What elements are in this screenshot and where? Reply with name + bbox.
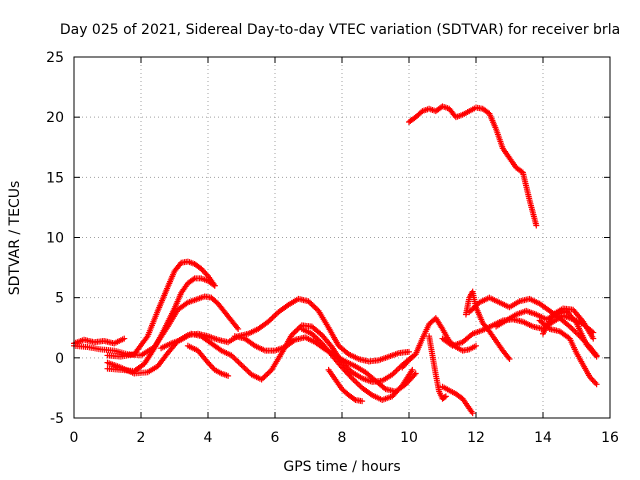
chart-title: Day 025 of 2021, Sidereal Day-to-day VTE… xyxy=(60,22,620,38)
data-point xyxy=(441,394,448,401)
data-point xyxy=(231,355,238,362)
data-point xyxy=(239,363,246,370)
data-point xyxy=(272,311,279,318)
grid-lines xyxy=(74,57,610,418)
y-axis-label: SDTVAR / TECUs xyxy=(7,181,23,296)
x-tick-label: 0 xyxy=(70,430,79,446)
data-point xyxy=(593,381,600,388)
series-arc-17 xyxy=(493,307,600,360)
data-point xyxy=(406,348,412,355)
data-point xyxy=(190,276,197,283)
data-point xyxy=(590,335,597,342)
data-point xyxy=(351,378,358,385)
series-arc-12 xyxy=(426,333,449,402)
series-arc-7 xyxy=(184,342,232,379)
y-tick-label: 25 xyxy=(46,50,64,66)
data-point xyxy=(311,333,318,340)
data-point xyxy=(211,282,218,289)
series-arc-14 xyxy=(462,288,513,363)
data-point xyxy=(347,373,354,380)
data-point xyxy=(569,326,576,333)
data-point xyxy=(235,359,242,366)
series-arc-20 xyxy=(406,103,540,229)
data-point xyxy=(265,369,272,376)
data-point xyxy=(238,362,245,369)
data-point xyxy=(234,357,241,364)
series-arc-11 xyxy=(399,315,479,371)
data-point xyxy=(593,353,600,360)
axis-ticks: 0 2 4 6 8 10 12 14 16 -5 0 5 10 15 20 25 xyxy=(46,50,619,446)
x-axis-label: GPS time / hours xyxy=(283,459,400,475)
x-tick-label: 10 xyxy=(400,430,418,446)
y-tick-label: 10 xyxy=(46,231,64,247)
series-arc-5 xyxy=(104,295,412,377)
x-tick-label: 8 xyxy=(338,430,347,446)
data-point xyxy=(269,314,276,321)
data-point xyxy=(353,379,360,386)
data-point xyxy=(245,368,252,375)
data-point xyxy=(442,393,449,400)
series-arc-18 xyxy=(536,317,600,388)
data-point xyxy=(533,222,540,229)
series-arc-13 xyxy=(439,383,476,417)
data-point xyxy=(121,335,128,342)
data-point xyxy=(237,360,244,367)
data-point xyxy=(392,368,399,375)
data-point xyxy=(271,313,278,320)
data-point xyxy=(309,302,316,309)
data-points xyxy=(71,103,600,417)
data-point xyxy=(312,305,319,312)
data-point xyxy=(232,356,239,363)
data-point xyxy=(311,303,318,310)
data-point xyxy=(411,371,418,378)
data-point xyxy=(506,356,513,363)
x-tick-label: 16 xyxy=(601,430,619,446)
data-point xyxy=(308,301,315,308)
series-arc-1 xyxy=(71,335,128,347)
data-point xyxy=(262,372,269,379)
x-tick-label: 12 xyxy=(467,430,485,446)
data-point xyxy=(418,109,425,116)
data-point xyxy=(351,395,358,402)
data-point xyxy=(241,364,248,371)
series-arc-3 xyxy=(104,258,218,360)
data-point xyxy=(260,375,267,382)
x-tick-label: 4 xyxy=(204,430,213,446)
data-point xyxy=(354,380,361,387)
y-tick-label: 5 xyxy=(55,291,64,307)
data-point xyxy=(264,370,271,377)
data-point xyxy=(356,382,363,389)
data-point xyxy=(235,325,242,332)
data-point xyxy=(409,366,416,373)
data-point xyxy=(268,315,275,322)
data-point xyxy=(244,367,251,374)
y-tick-label: 20 xyxy=(46,110,64,126)
y-tick-label: 15 xyxy=(46,170,64,186)
x-tick-label: 14 xyxy=(534,430,552,446)
data-point xyxy=(469,410,476,417)
x-tick-label: 2 xyxy=(137,430,146,446)
data-point xyxy=(393,367,400,374)
y-tick-label: -5 xyxy=(50,411,64,427)
data-point xyxy=(242,366,249,373)
data-point xyxy=(291,329,298,336)
x-tick-label: 6 xyxy=(271,430,280,446)
data-point xyxy=(359,398,366,405)
series-arc-2 xyxy=(71,293,242,359)
data-point xyxy=(210,281,217,288)
data-point xyxy=(473,342,479,349)
y-tick-label: 0 xyxy=(55,351,64,367)
series-arc-10 xyxy=(325,366,366,405)
data-point xyxy=(412,370,419,377)
plot-frame xyxy=(73,56,611,419)
data-point xyxy=(293,327,300,334)
series-arc-9 xyxy=(298,325,416,403)
series-arc-19 xyxy=(540,305,597,342)
data-point xyxy=(225,372,232,379)
